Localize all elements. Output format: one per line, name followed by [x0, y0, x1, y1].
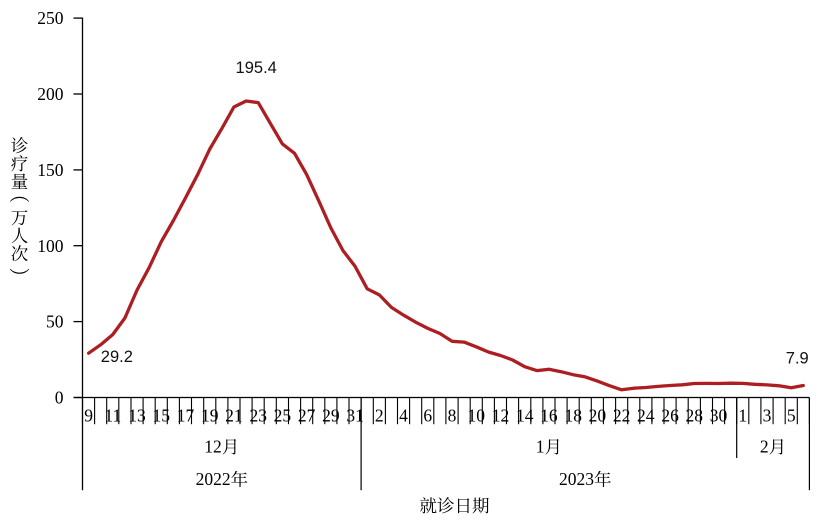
- svg-text:2023: 2023: [559, 469, 594, 489]
- svg-text:18: 18: [564, 406, 582, 426]
- svg-text:24: 24: [637, 406, 655, 426]
- svg-text:6: 6: [423, 406, 432, 426]
- svg-text:1: 1: [536, 437, 545, 457]
- svg-text:28: 28: [686, 406, 704, 426]
- svg-text:29: 29: [322, 406, 340, 426]
- svg-text:16: 16: [540, 406, 558, 426]
- svg-text:23: 23: [249, 406, 267, 426]
- svg-text:9: 9: [84, 406, 93, 426]
- svg-text:10: 10: [467, 406, 485, 426]
- svg-text:1: 1: [738, 406, 747, 426]
- svg-text:26: 26: [661, 406, 679, 426]
- svg-text:2: 2: [375, 406, 384, 426]
- svg-text:19: 19: [201, 406, 219, 426]
- svg-text:7.9: 7.9: [786, 350, 809, 368]
- svg-text:20: 20: [589, 406, 607, 426]
- svg-text:12: 12: [492, 406, 510, 426]
- svg-text:30: 30: [710, 406, 728, 426]
- svg-text:5: 5: [787, 406, 796, 426]
- svg-text:250: 250: [37, 8, 64, 28]
- svg-text:4: 4: [399, 406, 408, 426]
- svg-text:15: 15: [152, 406, 170, 426]
- svg-text:25: 25: [274, 406, 292, 426]
- svg-text:100: 100: [37, 236, 64, 256]
- svg-text:200: 200: [37, 84, 64, 104]
- svg-text:13: 13: [128, 406, 146, 426]
- svg-text:3: 3: [763, 406, 772, 426]
- svg-text:27: 27: [298, 406, 316, 426]
- svg-text:150: 150: [37, 160, 64, 180]
- svg-text:31: 31: [346, 406, 364, 426]
- svg-text:50: 50: [46, 312, 64, 332]
- svg-text:22: 22: [613, 406, 631, 426]
- svg-text:2: 2: [760, 437, 769, 457]
- svg-text:17: 17: [177, 406, 195, 426]
- svg-text:21: 21: [225, 406, 243, 426]
- svg-text:14: 14: [516, 406, 534, 426]
- svg-text:12: 12: [204, 437, 222, 457]
- svg-text:29.2: 29.2: [101, 348, 133, 366]
- svg-text:2022: 2022: [196, 469, 231, 489]
- svg-text:11: 11: [104, 406, 121, 426]
- svg-text:0: 0: [55, 388, 64, 408]
- svg-text:8: 8: [448, 406, 457, 426]
- svg-text:195.4: 195.4: [236, 59, 277, 77]
